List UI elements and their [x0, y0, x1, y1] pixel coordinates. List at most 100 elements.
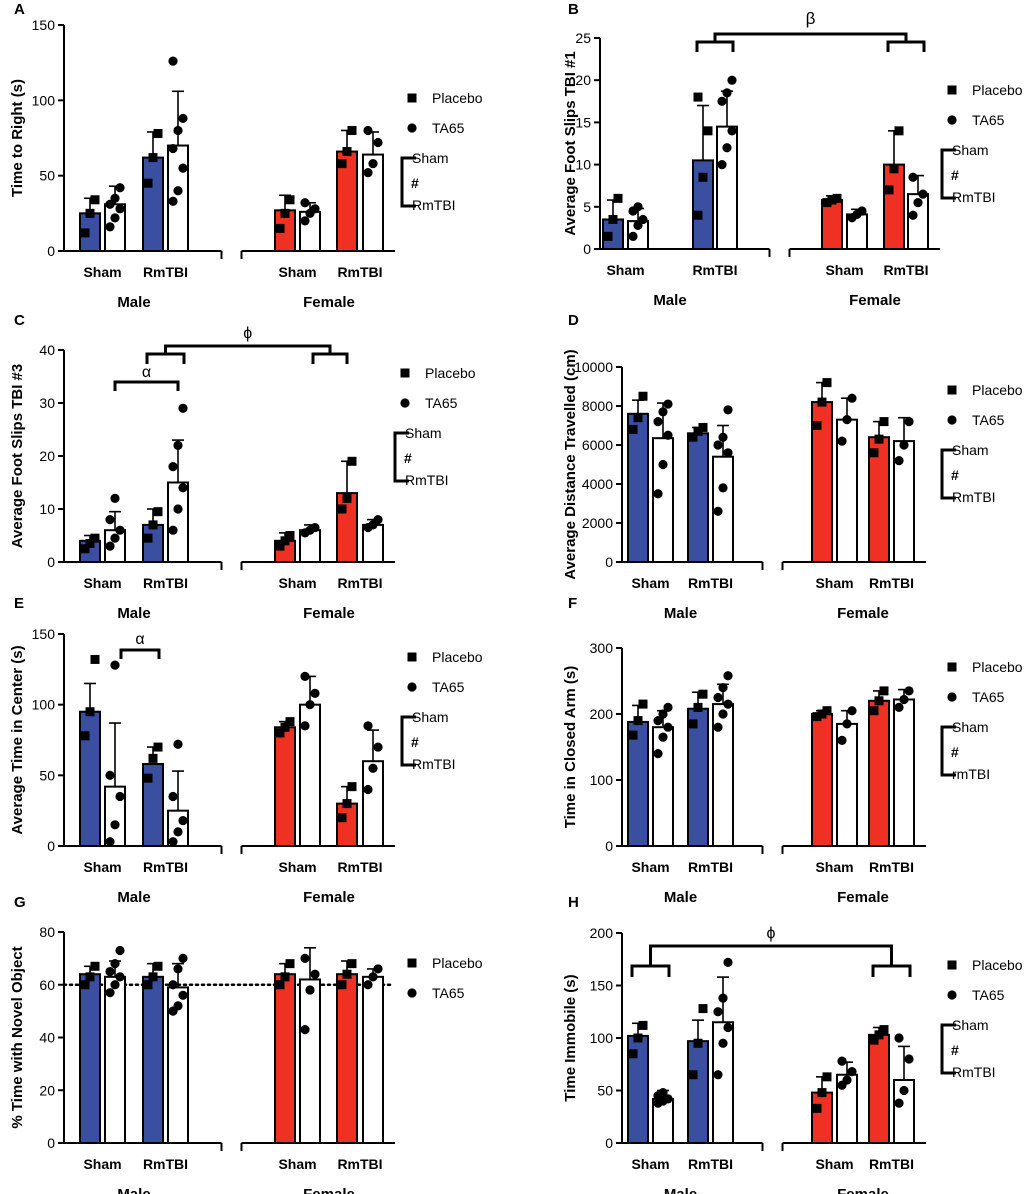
data-point-ta65 — [894, 1033, 904, 1043]
bar-placebo-female-rmtbi — [868, 1033, 890, 1144]
data-point-ta65 — [178, 403, 188, 413]
data-point-ta65 — [310, 522, 320, 533]
panel-label: H — [568, 894, 579, 911]
y-tick-label: 0 — [47, 243, 55, 259]
data-point-ta65 — [663, 1094, 673, 1104]
data-point-placebo — [90, 195, 100, 205]
data-point-ta65 — [305, 985, 315, 995]
data-point-placebo — [80, 731, 90, 741]
bar-ta65-female-rmtbi — [362, 975, 384, 1145]
legend-ta65-marker — [947, 990, 957, 1000]
x-tick-label: Sham — [631, 575, 669, 591]
bar-ta65-male-rmtbi — [712, 1021, 734, 1144]
legend-bracket — [940, 448, 956, 500]
legend-hash: # — [951, 744, 959, 760]
data-point-placebo — [628, 1049, 638, 1059]
y-tick-label: 20 — [39, 448, 55, 464]
y-tick-label: 10 — [575, 157, 591, 173]
data-point-ta65 — [837, 1056, 847, 1066]
data-point-ta65 — [105, 541, 115, 551]
bar-placebo-female-sham — [811, 713, 833, 847]
y-tick-label: 200 — [590, 925, 614, 941]
sex-label: Male — [117, 605, 150, 622]
data-point-placebo — [80, 228, 90, 238]
legend-placebo-marker — [947, 85, 957, 95]
bar-ta65-male-rmtbi — [712, 455, 734, 564]
data-point-ta65 — [178, 483, 188, 493]
data-point-placebo — [812, 1103, 822, 1113]
panel-f: F 0 100 200 300 Time in Closed Arm (s) Sham RmT… — [562, 595, 1023, 906]
data-point-ta65 — [178, 815, 188, 826]
bar-placebo-female-rmtbi — [336, 973, 358, 1145]
y-axis-label: Time in Closed Arm (s) — [562, 666, 579, 829]
data-point-ta65 — [899, 694, 909, 705]
data-point-ta65 — [178, 163, 188, 173]
legend-placebo-marker — [947, 385, 957, 395]
sig-bracket — [649, 944, 893, 966]
y-tick-label: 150 — [32, 17, 56, 33]
data-point-ta65 — [373, 137, 383, 148]
legend-ta65-marker — [407, 682, 417, 692]
y-tick-label: 50 — [597, 1083, 613, 1099]
data-point-ta65 — [717, 96, 727, 106]
legend-rmtbi-label: RmTBI — [405, 472, 449, 488]
data-point-ta65 — [723, 1022, 733, 1033]
y-tick-label: 0 — [47, 838, 55, 854]
data-point-placebo — [633, 1033, 643, 1043]
data-point-placebo — [337, 504, 347, 514]
data-point-ta65 — [168, 196, 178, 206]
legend-ta65-label: TA65 — [425, 395, 458, 411]
data-point-ta65 — [837, 735, 847, 746]
legend-placebo-label: Placebo — [972, 82, 1023, 98]
bar-placebo-male-rmtbi — [142, 763, 164, 848]
data-point-ta65 — [310, 204, 320, 214]
data-point-ta65 — [663, 399, 673, 409]
data-point-ta65 — [300, 721, 310, 731]
legend-sham-label: Sham — [412, 709, 449, 725]
panel-label: B — [568, 1, 579, 18]
data-point-ta65 — [658, 732, 668, 742]
y-tick-label: 80 — [39, 924, 55, 940]
bar-ta65-female-rmtbi — [893, 1079, 915, 1144]
panel-a: A 0 50 100 150 Time to Right (s) Sham RmTBI Sham… — [9, 1, 483, 311]
data-point-ta65 — [363, 980, 373, 990]
data-point-placebo — [633, 413, 643, 423]
data-point-ta65 — [373, 515, 383, 525]
data-point-ta65 — [628, 231, 638, 241]
x-tick-label: Sham — [83, 264, 121, 280]
sig-symbol: ϕ — [243, 325, 252, 342]
legend-bracket — [940, 148, 956, 200]
y-tick-label: 50 — [39, 168, 55, 184]
data-point-placebo — [688, 432, 698, 442]
data-point-ta65 — [115, 525, 125, 535]
data-point-placebo — [153, 742, 163, 752]
data-point-placebo — [285, 195, 295, 205]
bar-ta65-male-sham — [104, 975, 126, 1145]
x-tick-label: RmTBI — [869, 859, 914, 875]
data-point-ta65 — [168, 837, 178, 847]
data-point-placebo — [85, 208, 95, 218]
data-point-ta65 — [105, 222, 115, 232]
data-point-placebo — [688, 719, 698, 729]
data-point-ta65 — [105, 988, 115, 998]
data-point-ta65 — [168, 56, 178, 66]
legend-placebo-label: Placebo — [972, 382, 1023, 398]
legend-hash: # — [411, 734, 419, 750]
data-point-ta65 — [110, 980, 120, 990]
legend-ta65-label: TA65 — [432, 985, 465, 1001]
y-tick-label: 200 — [590, 706, 614, 722]
panel-label: C — [14, 312, 25, 329]
data-point-ta65 — [373, 742, 383, 752]
legend-hash: # — [951, 1042, 959, 1058]
data-point-ta65 — [663, 722, 673, 732]
data-point-ta65 — [723, 699, 733, 709]
data-point-ta65 — [908, 172, 918, 182]
bar-placebo-female-rmtbi — [883, 163, 905, 251]
data-point-ta65 — [847, 393, 857, 403]
data-point-placebo — [342, 799, 352, 809]
data-point-ta65 — [368, 159, 378, 169]
x-tick-label: Sham — [278, 575, 316, 591]
data-point-ta65 — [727, 126, 737, 136]
data-point-ta65 — [115, 791, 125, 802]
legend-bracket — [940, 1023, 956, 1075]
